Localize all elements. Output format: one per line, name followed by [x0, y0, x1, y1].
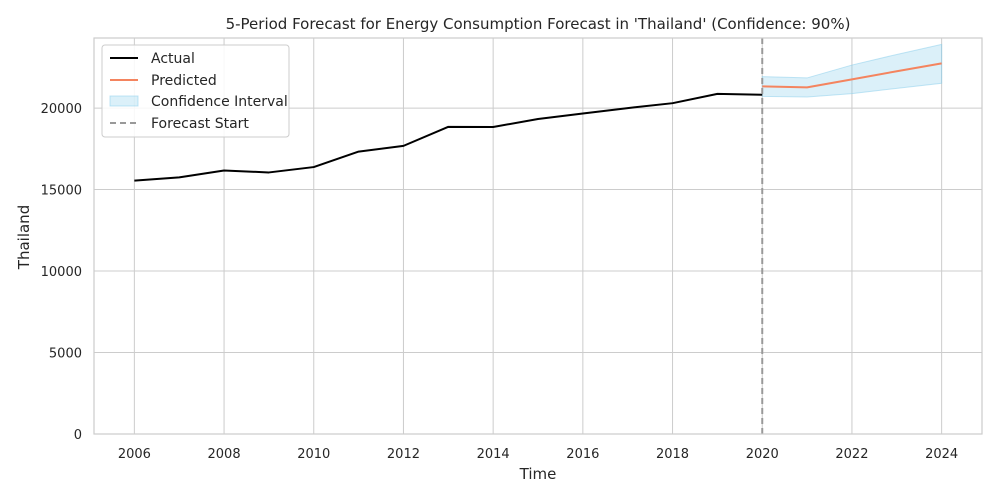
y-axis-title: Thailand: [15, 205, 33, 270]
confidence-band: [761, 43, 943, 98]
series-predicted-line: [762, 62, 942, 89]
x-tick-label: 2016: [566, 447, 599, 462]
plot-frame: [93, 37, 983, 435]
y-tick-label: 20000: [41, 102, 82, 117]
x-tick-label: 2014: [477, 447, 510, 462]
series-actual-line: [134, 92, 763, 182]
x-tick-label: 2020: [746, 447, 779, 462]
x-tick-labels: 2006 2008 2010 2012 2014 2016 2018 2020 2022 2024: [118, 447, 958, 462]
legend-ci-swatch: [109, 95, 139, 107]
series-lines: [134, 62, 942, 182]
x-axis-title: Time: [519, 465, 557, 483]
y-tick-labels: 0 5000 10000 15000 20000: [41, 102, 82, 443]
axes-frame: [93, 37, 983, 435]
x-tick-label: 2010: [297, 447, 330, 462]
y-tick-label: 10000: [41, 265, 82, 280]
chart-title: 5-Period Forecast for Energy Consumption…: [226, 15, 851, 33]
x-tick-label: 2022: [835, 447, 868, 462]
x-tick-label: 2018: [656, 447, 689, 462]
y-tick-label: 5000: [49, 347, 82, 362]
x-tick-label: 2024: [925, 447, 958, 462]
y-tick-label: 15000: [41, 184, 82, 199]
legend-forecast-label: Forecast Start: [151, 116, 249, 132]
legend: Actual Predicted Confidence Interval For…: [101, 44, 290, 138]
x-tick-label: 2008: [208, 447, 241, 462]
legend-actual-label: Actual: [151, 51, 195, 67]
x-tick-label: 2006: [118, 447, 151, 462]
legend-box: [101, 44, 290, 138]
legend-predicted-label: Predicted: [151, 73, 217, 89]
y-tick-label: 0: [74, 428, 82, 443]
confidence-interval-band: [761, 43, 943, 98]
legend-ci-label: Confidence Interval: [151, 94, 288, 110]
x-tick-label: 2012: [387, 447, 420, 462]
